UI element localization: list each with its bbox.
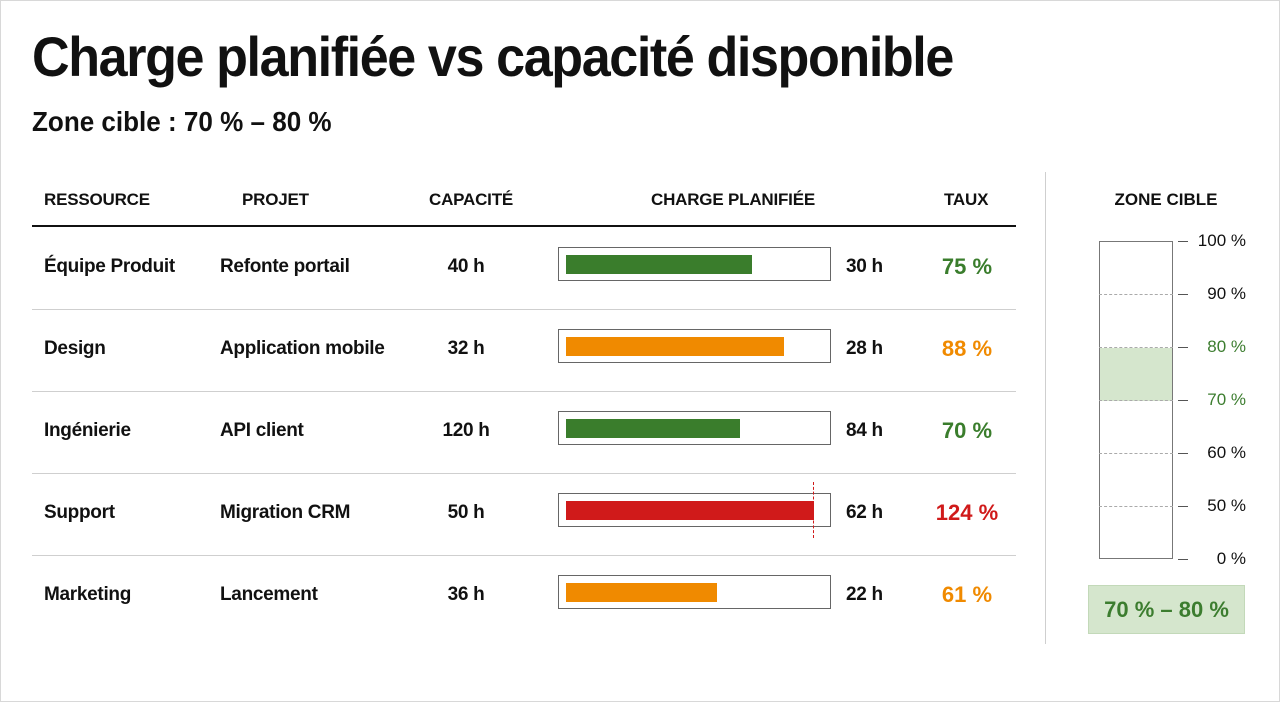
gauge-tick-label: 50 % (1207, 496, 1246, 515)
row-project: Migration CRM (220, 502, 351, 523)
gauge-tick (1178, 241, 1188, 242)
row-capacity: 120 h (442, 420, 490, 441)
row-load: 62 h (846, 502, 883, 523)
row-rate: 88 % (941, 336, 993, 361)
load-bar (566, 419, 740, 438)
row-divider (32, 555, 1016, 556)
row-load: 30 h (846, 256, 883, 277)
gauge-gridline (1099, 347, 1173, 348)
load-bar (566, 501, 814, 520)
row-rate: 75 % (941, 254, 993, 279)
page-title: Charge planifiée vs capacité disponible (32, 25, 954, 88)
column-header-load: CHARGE PLANIFIÉE (651, 190, 815, 209)
gauge-gridline (1099, 294, 1173, 295)
row-rate: 124 % (935, 500, 999, 525)
target-zone-badge: 70 % – 80 % (1088, 585, 1245, 634)
row-project: API client (220, 420, 304, 441)
load-bar (566, 583, 717, 602)
gauge-gridline (1099, 453, 1173, 454)
load-bar-track (558, 575, 831, 609)
row-capacity: 40 h (447, 256, 485, 277)
gauge-tick (1178, 453, 1188, 454)
row-project: Lancement (220, 584, 318, 605)
row-load: 28 h (846, 338, 883, 359)
column-header-project: PROJET (242, 190, 309, 209)
column-header-rate: TAUX (944, 190, 989, 209)
row-resource: Équipe Produit (44, 256, 175, 277)
row-capacity: 36 h (447, 584, 485, 605)
row-resource: Design (44, 338, 106, 359)
row-resource: Support (44, 502, 115, 523)
row-capacity: 32 h (447, 338, 485, 359)
section-divider (1045, 172, 1046, 644)
row-capacity: 50 h (447, 502, 485, 523)
load-bar (566, 337, 784, 356)
gauge-tick-label: 60 % (1207, 443, 1246, 462)
gauge-tick-label: 100 % (1197, 231, 1246, 250)
gauge-gridline (1099, 506, 1173, 507)
row-divider (32, 391, 1016, 392)
column-header-capacity: CAPACITÉ (429, 190, 514, 209)
gauge-title: ZONE CIBLE (1114, 190, 1218, 209)
load-bar-track (558, 411, 831, 445)
gauge-tick (1178, 559, 1188, 560)
gauge-tick (1178, 294, 1188, 295)
column-header-resource: RESSOURCE (44, 190, 150, 209)
page-subtitle: Zone cible : 70 % – 80 % (32, 106, 332, 137)
gauge-tick-label: 90 % (1207, 284, 1246, 303)
load-bar-track (558, 482, 831, 538)
load-bar-track (558, 329, 831, 363)
gauge-gridline (1099, 400, 1173, 401)
gauge-tick (1178, 506, 1188, 507)
row-divider (32, 473, 1016, 474)
gauge-tick-label: 0 % (1216, 549, 1246, 568)
row-rate: 61 % (941, 582, 993, 607)
row-resource: Marketing (44, 584, 132, 605)
row-rate: 70 % (941, 418, 993, 443)
row-resource: Ingénierie (44, 420, 131, 441)
row-project: Application mobile (220, 338, 385, 359)
gauge-tick (1178, 347, 1188, 348)
gauge-tick-label: 80 % (1207, 337, 1246, 356)
load-bar (566, 255, 752, 274)
gauge-tick-label: 70 % (1207, 390, 1246, 409)
header-divider (32, 225, 1016, 227)
row-divider (32, 309, 1016, 310)
row-load: 84 h (846, 420, 883, 441)
gauge-tick (1178, 400, 1188, 401)
row-project: Refonte portail (220, 256, 350, 277)
capacity-limit-marker (813, 482, 814, 538)
target-band (1100, 348, 1172, 401)
row-load: 22 h (846, 584, 883, 605)
load-bar-track (558, 247, 831, 281)
